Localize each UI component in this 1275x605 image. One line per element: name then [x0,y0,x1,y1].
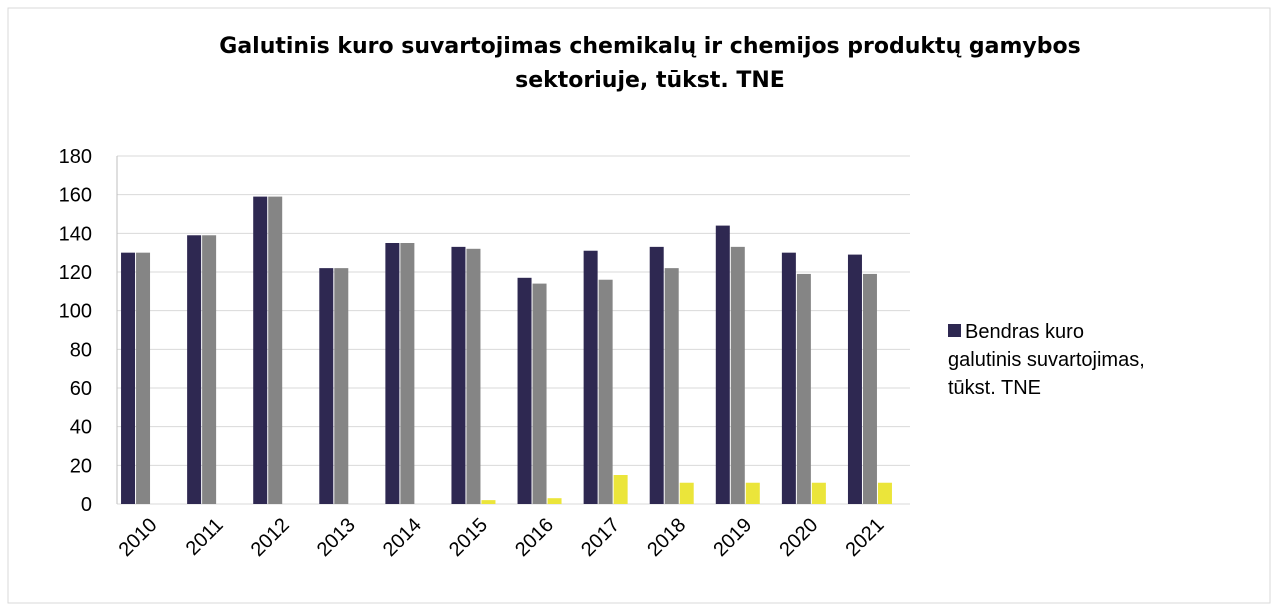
legend-swatch [948,324,961,337]
bar [679,482,694,504]
x-tick-label: 2010 [115,514,162,561]
bar [385,243,400,504]
bar [187,235,202,504]
x-tick-label: 2018 [643,514,690,561]
bar [781,252,796,504]
x-tick-label: 2014 [379,514,426,561]
bar [547,498,562,504]
bar [613,475,628,504]
x-tick-label: 2012 [247,514,294,561]
chart-border [7,7,1271,604]
bar [451,246,466,504]
x-tick-label: 2019 [709,514,756,561]
x-tick-label: 2011 [182,514,228,560]
bar [664,268,679,504]
bar [811,482,826,504]
bar [796,273,811,504]
bar [649,246,664,504]
y-tick-label: 20 [70,455,92,477]
x-tick-label: 2016 [511,514,558,561]
bar [202,235,217,504]
y-tick-label: 120 [59,262,92,284]
y-tick-label: 160 [59,185,92,207]
bar [730,246,745,504]
x-tick-label: 2015 [445,514,492,561]
bar [121,252,136,504]
bar [268,196,283,504]
x-tick-label: 2013 [313,514,360,561]
legend-label: Bendras kuro galutinis suvartojimas, tūk… [948,321,1145,399]
x-tick-label: 2020 [775,514,822,561]
y-tick-label: 180 [59,146,92,168]
bar [877,482,892,504]
y-tick-label: 140 [59,223,92,245]
y-tick-label: 80 [70,339,92,361]
y-tick-label: 60 [70,378,92,400]
bar [715,225,730,504]
legend-item: Bendras kuro galutinis suvartojimas, tūk… [948,318,1148,402]
x-tick-label: 2017 [577,514,624,561]
y-tick-label: 0 [81,494,92,516]
bar [400,243,415,504]
bar [862,273,877,504]
bar [319,268,334,504]
y-tick-label: 100 [59,301,92,323]
legend: Bendras kuro galutinis suvartojimas, tūk… [948,318,1148,402]
bar [847,254,862,504]
bar [583,250,598,504]
bar [136,252,151,504]
bar [517,277,532,504]
bar [532,283,547,504]
bar [481,500,496,504]
x-tick-label: 2021 [841,514,888,561]
bar [253,196,268,504]
y-tick-label: 40 [70,417,92,439]
chart-title: Galutinis kuro suvartojimas chemikalų ir… [219,34,1081,93]
bar [334,268,349,504]
bar [466,248,481,504]
bar [598,279,613,504]
bar [745,482,760,504]
